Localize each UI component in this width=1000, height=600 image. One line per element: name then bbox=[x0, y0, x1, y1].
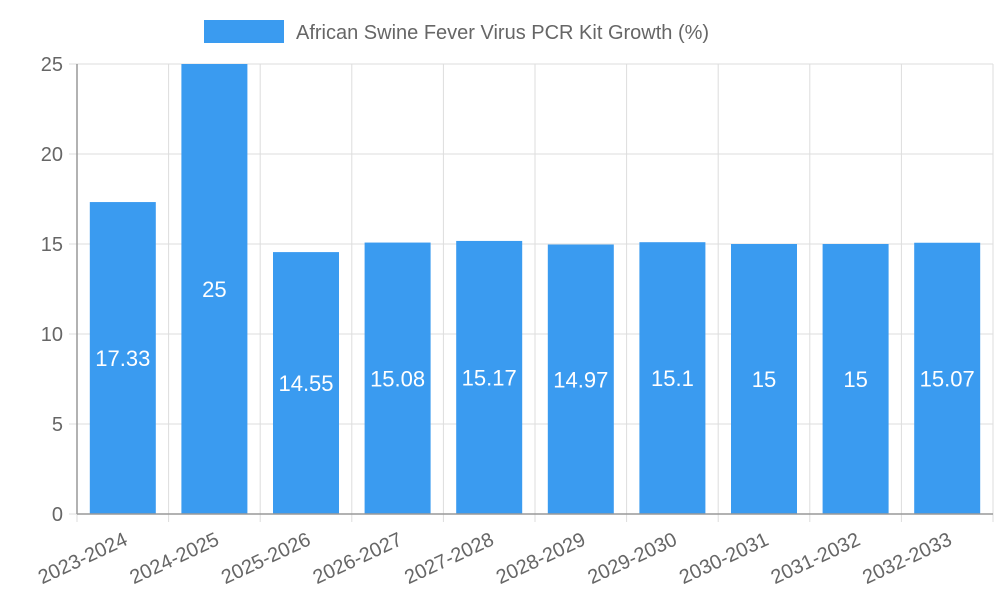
data-label: 15 bbox=[843, 367, 867, 392]
bar bbox=[639, 242, 706, 514]
x-tick-label: 2025-2026 bbox=[218, 529, 314, 589]
legend[interactable]: African Swine Fever Virus PCR Kit Growth… bbox=[204, 20, 709, 44]
legend-swatch bbox=[204, 20, 284, 43]
data-label: 14.97 bbox=[553, 367, 608, 392]
y-tick-label: 5 bbox=[52, 414, 63, 436]
y-tick-label: 10 bbox=[41, 324, 63, 346]
x-tick-label: 2026-2027 bbox=[310, 529, 406, 589]
data-label: 15.07 bbox=[920, 366, 975, 391]
bar bbox=[89, 202, 156, 514]
bar bbox=[914, 242, 981, 515]
data-labels: 17.33 25 14.55 15.08 15.17 14.97 15.1 15 15 15.07 bbox=[95, 277, 974, 396]
x-tick-label: 2023-2024 bbox=[35, 529, 131, 589]
legend-label: African Swine Fever Virus PCR Kit Growth… bbox=[296, 22, 709, 44]
data-label: 15.17 bbox=[462, 365, 517, 390]
data-label: 15.1 bbox=[651, 366, 694, 391]
x-tick-label: 2030-2031 bbox=[676, 529, 772, 589]
bar bbox=[273, 252, 339, 514]
bar bbox=[822, 244, 889, 514]
y-tick-label: 25 bbox=[41, 54, 63, 76]
x-tick-label: 2024-2025 bbox=[127, 529, 223, 589]
x-tick-label: 2027-2028 bbox=[401, 529, 497, 589]
x-tick-label: 2032-2033 bbox=[859, 529, 955, 589]
y-tick-label: 15 bbox=[41, 234, 63, 256]
x-tick-label: 2031-2032 bbox=[768, 529, 864, 589]
bar bbox=[731, 244, 797, 514]
x-axis-ticks: 2023-20242024-20252025-20262026-20272027… bbox=[35, 529, 955, 589]
data-label: 25 bbox=[202, 277, 226, 302]
data-label: 14.55 bbox=[278, 371, 333, 396]
data-label: 15.08 bbox=[370, 366, 425, 391]
y-axis-ticks: 0 5 10 15 20 25 bbox=[41, 54, 63, 526]
data-label: 15 bbox=[752, 367, 776, 392]
bar bbox=[181, 64, 248, 514]
x-tick-label: 2029-2030 bbox=[585, 529, 681, 589]
bar bbox=[364, 242, 431, 514]
bar bbox=[547, 244, 614, 515]
bar bbox=[456, 240, 523, 514]
y-tick-label: 20 bbox=[41, 144, 63, 166]
data-label: 17.33 bbox=[95, 346, 150, 371]
y-tick-label: 0 bbox=[52, 504, 63, 526]
x-tick-label: 2028-2029 bbox=[493, 529, 589, 589]
bars bbox=[89, 64, 981, 515]
axes bbox=[69, 63, 994, 522]
